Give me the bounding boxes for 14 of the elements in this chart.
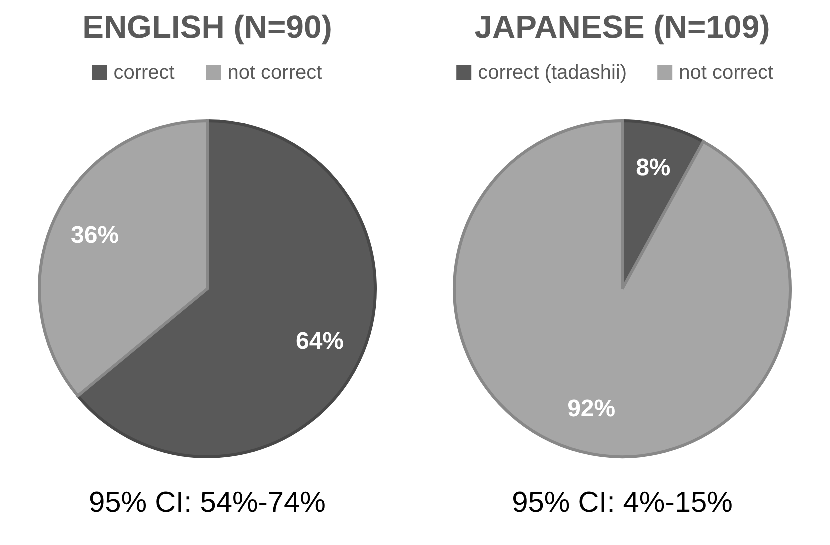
legend-label: correct (tadashii) (478, 62, 628, 84)
legend-label: not correct (228, 62, 323, 84)
legend-label: not correct (679, 62, 774, 84)
data-label: 36% (70, 222, 120, 250)
pie-slice (453, 120, 792, 458)
chart-title: ENGLISH (N=90) (82, 9, 332, 45)
data-label: 92% (568, 395, 616, 422)
legend-label: correct (114, 62, 176, 84)
data-label: 8% (636, 154, 671, 182)
text: 95% CI: 4%-15% (512, 487, 733, 519)
pie-slice (38, 120, 209, 398)
data-label: 64% (296, 328, 344, 355)
chart-title: JAPANESE (N=109) (474, 9, 770, 45)
text: 95% CI: 54%-74% (89, 487, 326, 519)
